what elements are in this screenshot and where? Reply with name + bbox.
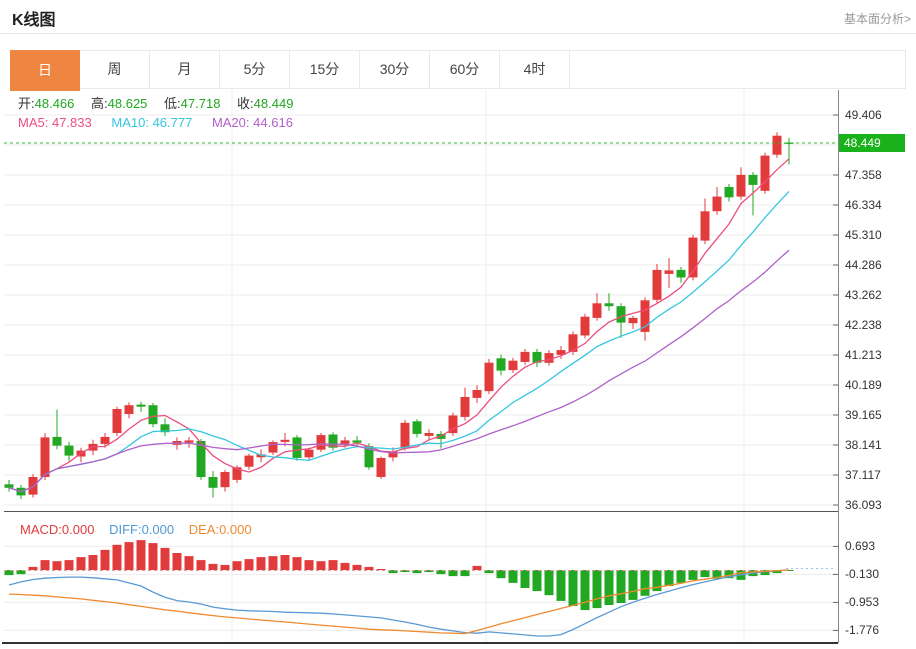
- dea-readout: DEA:0.000: [188, 522, 252, 537]
- fundamental-analysis-link[interactable]: 基本面分析>: [843, 12, 911, 26]
- tab-5min[interactable]: 5分: [220, 51, 290, 88]
- price-axis-label: 36.093: [845, 498, 882, 513]
- tab-day[interactable]: 日: [10, 50, 80, 91]
- macd-axis-label: 0.693: [845, 539, 876, 554]
- price-axis-label: 38.141: [845, 438, 882, 453]
- candles: [4, 132, 794, 499]
- ma-row: MA5: 47.833 MA10: 46.777 MA20: 44.616: [18, 115, 309, 130]
- price-axis-label: 46.334: [845, 198, 882, 212]
- current-price-value: 48.449: [844, 136, 881, 150]
- macd-axis-label: -1.776: [845, 623, 880, 638]
- price-axis-label: 49.406: [845, 108, 882, 122]
- period-tabbar: 日周月 5分 15分 30分 60分 4时: [10, 50, 906, 91]
- price-axis-label: 43.262: [845, 288, 882, 302]
- price-axis-label: 41.213: [845, 348, 882, 363]
- tab-4hour[interactable]: 4时: [500, 51, 570, 88]
- tab-30min[interactable]: 30分: [360, 51, 430, 88]
- macd-axis-label: -0.953: [845, 595, 880, 610]
- tab-15min[interactable]: 15分: [290, 51, 360, 88]
- open-readout: 开:48.466: [18, 96, 75, 111]
- gridlines: [4, 90, 838, 642]
- price-axis-label: 37.117: [845, 468, 881, 483]
- y-axis-line: [833, 90, 839, 643]
- tab-60min[interactable]: 60分: [430, 51, 500, 88]
- price-axis-label: 40.189: [845, 378, 882, 393]
- price-axis-label: 42.238: [845, 318, 882, 332]
- header-divider: [0, 33, 916, 34]
- high-readout: 高:48.625: [91, 96, 148, 111]
- low-readout: 低:47.718: [164, 96, 221, 111]
- ma5-line: [8, 158, 790, 493]
- diff-readout: DIFF:0.000: [109, 522, 175, 537]
- ma10-readout: MA10: 46.777: [111, 115, 193, 130]
- tab-month[interactable]: 月: [150, 51, 220, 88]
- close-readout: 收:48.449: [237, 96, 294, 111]
- ma20-readout: MA20: 44.616: [211, 115, 293, 130]
- macd-axis-label: -0.130: [845, 567, 880, 582]
- price-axis-label: 39.165: [845, 408, 882, 423]
- panel-borders: [2, 511, 838, 644]
- ohlc-row: 开:48.466 高:48.625 低:47.718 收:48.449: [18, 93, 306, 112]
- macd-histogram: [4, 540, 794, 611]
- ma5-readout: MA5: 47.833: [18, 115, 92, 130]
- ma20-line: [8, 249, 790, 493]
- price-axis-label: 44.286: [845, 258, 882, 272]
- ma10-line: [8, 190, 790, 493]
- dea-line: [8, 569, 790, 635]
- macd-readout: MACD:0.000: [20, 522, 95, 537]
- price-axis-label: 47.358: [845, 168, 882, 182]
- price-axis-label: 45.310: [845, 228, 882, 242]
- tab-week[interactable]: 周: [80, 51, 150, 88]
- diff-line: [8, 569, 790, 637]
- macd-zero-line: [4, 568, 835, 571]
- page-title: K线图: [12, 12, 56, 29]
- current-price-tag: 48.449: [839, 134, 905, 152]
- macd-readout-row: MACD:0.000 DIFF:0.000 DEA:0.000: [20, 522, 263, 537]
